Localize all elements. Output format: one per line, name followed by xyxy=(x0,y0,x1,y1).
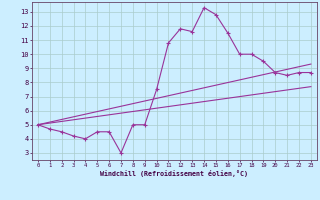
X-axis label: Windchill (Refroidissement éolien,°C): Windchill (Refroidissement éolien,°C) xyxy=(100,170,248,177)
